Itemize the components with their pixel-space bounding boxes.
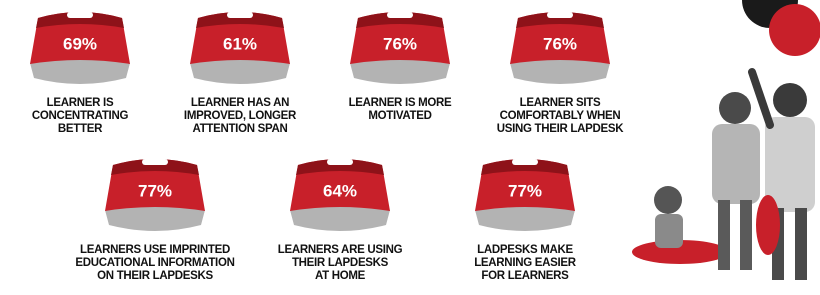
lapdesk-handle (142, 159, 168, 165)
lapdesk-base (30, 59, 130, 84)
caption-line: FOR LEARNERS (481, 270, 569, 282)
caption-line: CONCENTRATING (32, 110, 129, 122)
caption-line: IMPROVED, LONGER (184, 110, 297, 122)
caption-line: LEARNERS ARE USING (278, 244, 403, 256)
lapdesk-base (190, 59, 290, 84)
child-head (719, 92, 751, 124)
lapdesk-handle (512, 159, 538, 165)
caption-line: LEARNER IS MORE (349, 97, 452, 109)
percent: 77% (508, 181, 542, 200)
caption-line: ON THEIR LAPDESKS (97, 270, 213, 282)
lapdesk-base (105, 206, 205, 231)
infographic: 69% LEARNER ISCONCENTRATINGBETTER 61% LEARN… (0, 0, 820, 295)
decor-circle (769, 4, 820, 56)
percent: 76% (383, 34, 417, 53)
percent: 64% (323, 181, 357, 200)
child-leg (795, 208, 807, 280)
caption-line: ATTENTION SPAN (192, 123, 287, 135)
caption-line: BETTER (58, 123, 103, 135)
percent: 61% (223, 34, 257, 53)
lapdesk-base (475, 206, 575, 231)
caption-line: LEARNERS USE IMPRINTED (80, 244, 230, 256)
child-head (654, 186, 682, 214)
child-arm (752, 72, 770, 125)
caption-line: LADPESKS MAKE (477, 244, 573, 256)
lapdesk-handle (547, 12, 573, 18)
caption-line: LEARNER IS (47, 97, 114, 109)
percent: 77% (138, 181, 172, 200)
lapdesk-photo (756, 195, 780, 255)
lapdesk-base (510, 59, 610, 84)
percent: 76% (543, 34, 577, 53)
caption-line: LEARNER SITS (520, 97, 601, 109)
percent: 69% (63, 34, 97, 53)
lapdesk-handle (387, 12, 413, 18)
child-leg (740, 200, 752, 270)
lapdesk-handle (327, 159, 353, 165)
child-body (712, 124, 760, 204)
caption-line: LEARNING EASIER (474, 257, 577, 269)
lapdesk-base (290, 206, 390, 231)
caption-line: THEIR LAPDESKS (292, 257, 389, 269)
lapdesk-base (350, 59, 450, 84)
caption-line: AT HOME (315, 270, 366, 282)
child-leg (718, 200, 730, 270)
caption-line: EDUCATIONAL INFORMATION (75, 257, 234, 269)
caption-line: MOTIVATED (368, 110, 431, 122)
caption-line: LEARNER HAS AN (191, 97, 289, 109)
photo-children (632, 0, 820, 280)
lapdesk-handle (67, 12, 93, 18)
lapdesk-handle (227, 12, 253, 18)
caption-line: USING THEIR LAPDESK (497, 123, 625, 135)
child-head (773, 83, 807, 117)
child-body (655, 214, 683, 248)
caption-line: COMFORTABLY WHEN (500, 110, 621, 122)
